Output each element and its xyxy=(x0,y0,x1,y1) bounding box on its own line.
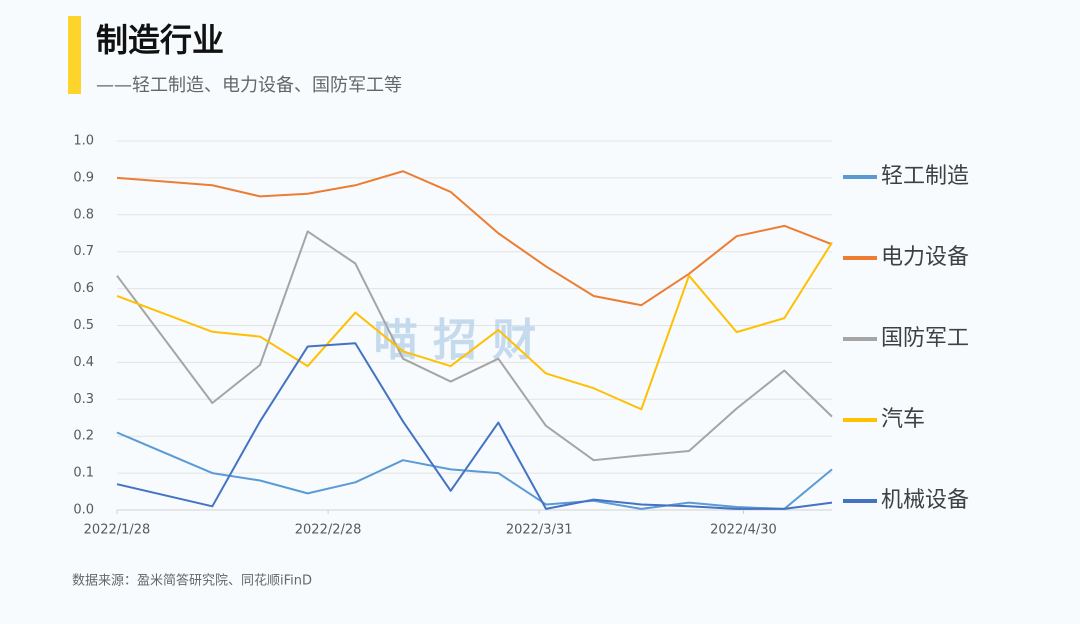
y-tick-label: 0.3 xyxy=(73,392,94,407)
y-tick-label: 0.5 xyxy=(73,318,94,333)
series-line xyxy=(116,342,833,510)
series-line xyxy=(116,241,833,411)
y-tick-label: 0.4 xyxy=(73,355,94,370)
y-tick-label: 0.2 xyxy=(73,429,94,444)
legend-label: 轻工制造 xyxy=(881,164,969,189)
y-tick-label: 0.9 xyxy=(73,170,94,185)
chart-title: 制造行业 xyxy=(96,21,224,59)
y-tick-label: 0.0 xyxy=(73,503,94,518)
series-line xyxy=(116,230,833,462)
series-line xyxy=(116,431,833,510)
y-tick-label: 1.0 xyxy=(73,134,94,149)
watermark: 喵 招 财 xyxy=(374,315,537,366)
x-tick-label: 2022/1/28 xyxy=(84,523,151,538)
legend-label: 国防军工 xyxy=(881,326,969,351)
x-tick-label: 2022/4/30 xyxy=(710,523,777,538)
x-tick-label: 2022/2/28 xyxy=(295,523,362,538)
legend-label: 汽车 xyxy=(881,407,925,432)
x-tick-label: 2022/3/31 xyxy=(506,523,573,538)
series-line xyxy=(116,170,833,307)
source-note: 数据来源：盈米简答研究院、同花顺iFinD xyxy=(72,573,312,589)
y-tick-label: 0.7 xyxy=(73,244,94,259)
y-tick-label: 0.6 xyxy=(73,281,94,296)
legend-label: 电力设备 xyxy=(881,245,969,270)
chart-subtitle: ——轻工制造、电力设备、国防军工等 xyxy=(96,75,402,96)
legend-label: 机械设备 xyxy=(881,488,969,513)
y-tick-label: 0.1 xyxy=(73,466,94,481)
title-accent xyxy=(68,16,81,94)
y-tick-label: 0.8 xyxy=(73,207,94,222)
